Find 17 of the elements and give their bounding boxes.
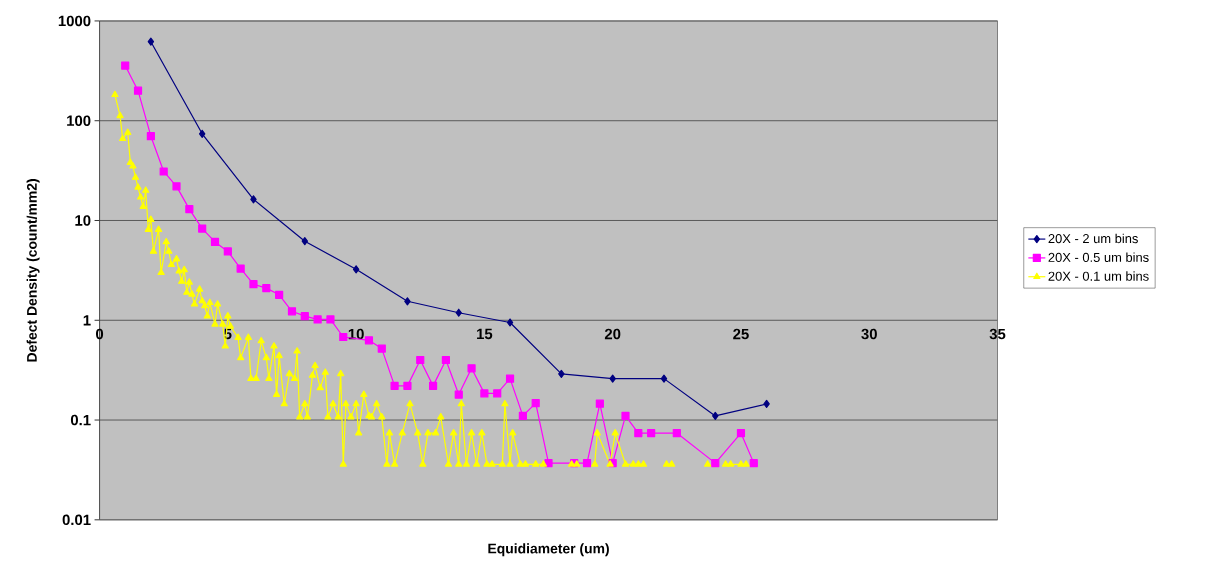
legend-label: 20X - 0.5 um bins [1048,252,1149,263]
y-tick-label: 0.01 [62,514,91,526]
x-tick-label: 10 [348,328,364,340]
y-axis-title: Defect Density (count/mm2) [26,179,40,362]
y-tick-label: 100 [67,115,91,127]
x-tick-label: 15 [477,328,493,340]
y-tick-label: 0.1 [70,414,91,426]
x-tick-label: 25 [733,328,749,340]
x-tick-label: 30 [861,328,877,340]
x-axis-title: Equidiameter (um) [488,543,609,557]
y-tick-label: 10 [75,215,91,226]
y-tick-label: 1 [83,315,91,326]
legend-label: 20X - 0.1 um bins [1048,271,1149,281]
legend-label: 20X - 2 um bins [1048,233,1138,244]
x-tick-label: 20 [604,328,621,340]
y-tick-label: 1000 [58,15,91,27]
x-tick-label: 35 [989,328,1006,340]
